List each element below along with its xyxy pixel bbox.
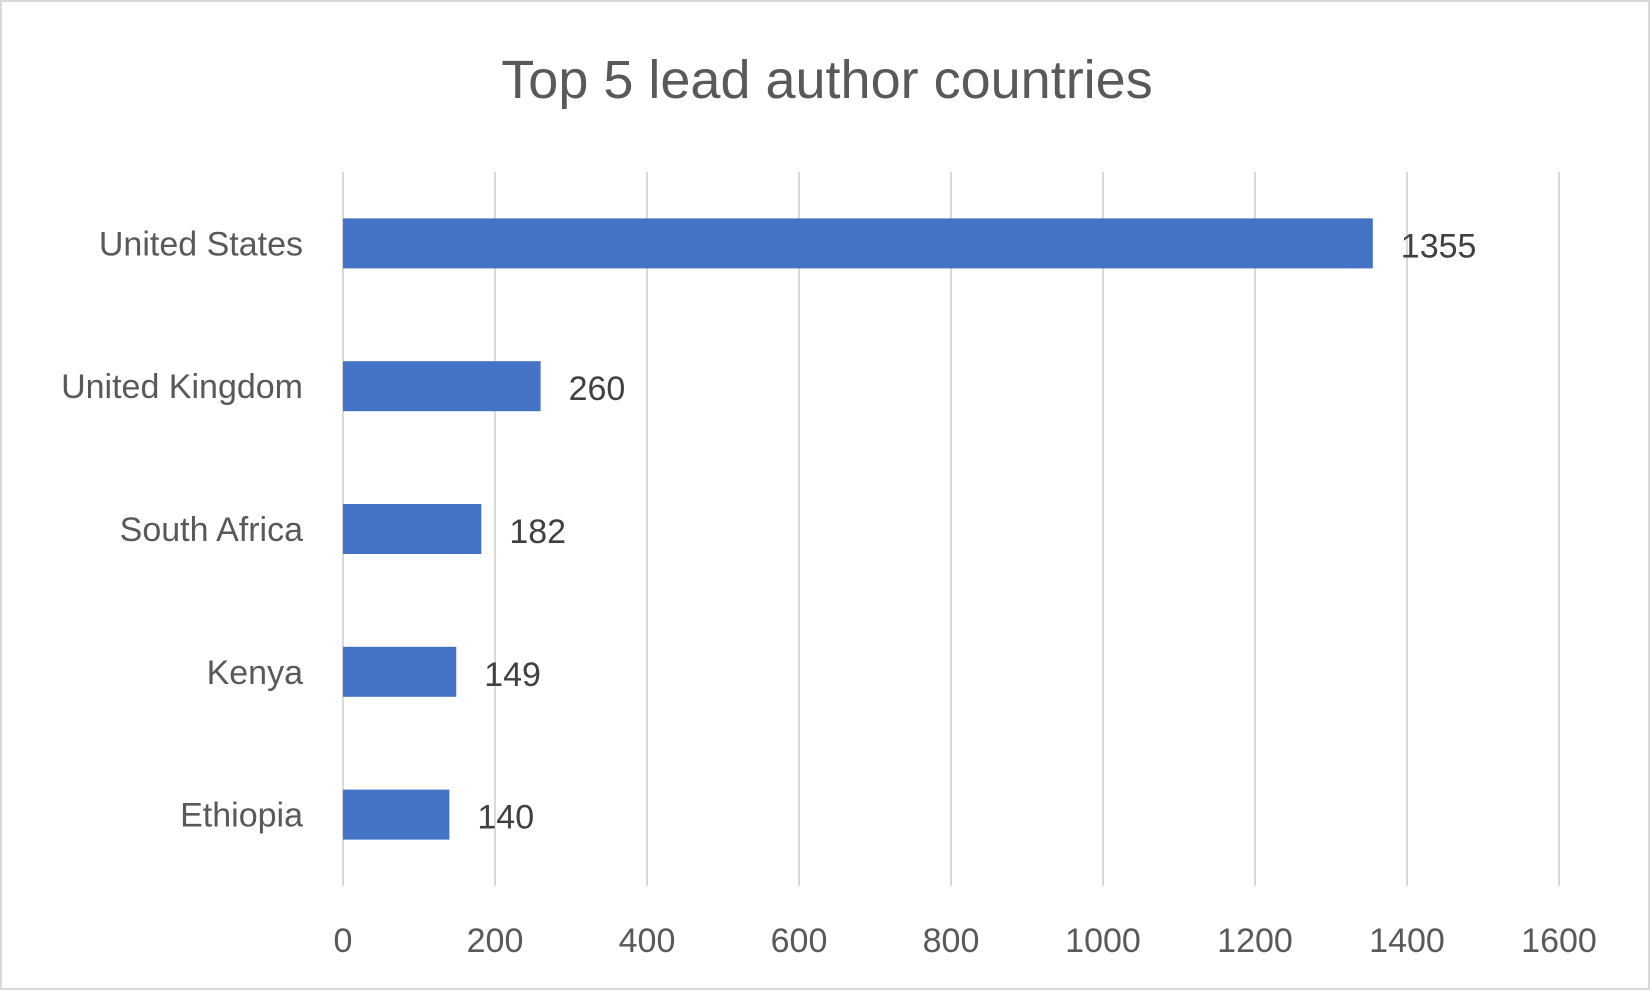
x-tick-label: 1200 <box>1217 922 1293 960</box>
bar <box>343 218 1373 269</box>
gridlines <box>342 172 1560 886</box>
bar <box>343 789 450 840</box>
chart-title: Top 5 lead author countries <box>501 50 1152 110</box>
bar <box>343 646 457 697</box>
x-tick-label: 1400 <box>1369 922 1445 960</box>
x-tick-label: 800 <box>923 922 980 960</box>
x-tick-label: 1600 <box>1521 922 1597 960</box>
data-label: 1355 <box>1401 227 1477 265</box>
x-axis-tick-labels: 0 200 400 600 800 1000 1200 1400 1600 <box>334 922 1597 960</box>
x-tick-label: 1000 <box>1065 922 1141 960</box>
bars <box>343 218 1373 840</box>
data-label: 140 <box>477 799 534 837</box>
category-labels: United States United Kingdom South Africa K… <box>61 225 303 834</box>
data-label: 260 <box>569 370 626 408</box>
category-label: United Kingdom <box>61 368 303 406</box>
data-label: 149 <box>484 656 541 694</box>
x-tick-label: 0 <box>334 922 353 960</box>
category-label: Ethiopia <box>180 797 303 835</box>
category-label: United States <box>99 225 303 263</box>
category-label: South Africa <box>120 511 303 549</box>
x-tick-label: 600 <box>771 922 828 960</box>
data-labels: 1355 260 182 149 140 <box>477 227 1476 836</box>
x-tick-label: 400 <box>619 922 676 960</box>
bar <box>343 504 482 554</box>
category-label: Kenya <box>207 654 303 692</box>
data-label: 182 <box>509 513 566 551</box>
x-tick-label: 200 <box>467 922 524 960</box>
bar <box>343 361 541 412</box>
